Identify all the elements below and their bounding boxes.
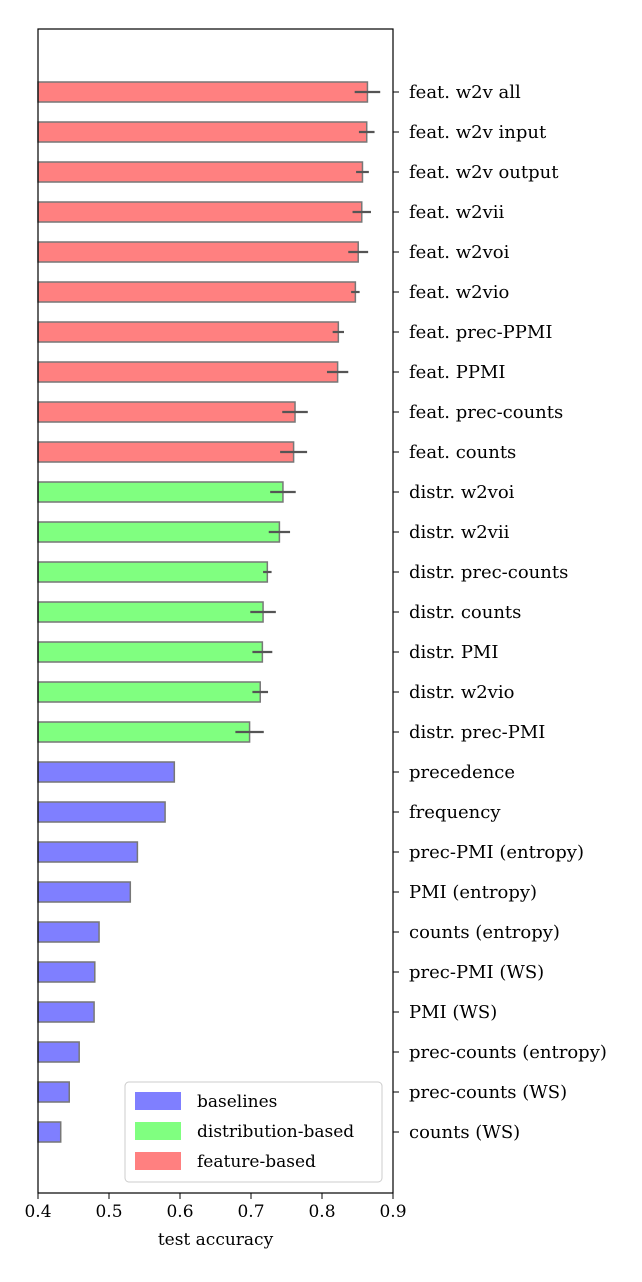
category-label-pmi-entropy: PMI (entropy) xyxy=(409,882,537,903)
legend-swatch-feature-based xyxy=(135,1152,181,1170)
category-label-feat-prec-ppmi: feat. prec-PPMI xyxy=(409,322,552,343)
bar-feat-prec-ppmi xyxy=(37,321,340,343)
legend: baselines distribution-based feature-based xyxy=(124,1081,383,1183)
category-label-feat-ppmi: feat. PPMI xyxy=(409,362,506,383)
category-label-feat-counts: feat. counts xyxy=(409,442,516,463)
bar-counts-ws xyxy=(37,1121,62,1143)
x-axis-title: test accuracy xyxy=(158,1230,274,1250)
bar-feat-w2vio xyxy=(37,281,357,303)
category-label-feat-w2vii: feat. w2vii xyxy=(409,202,505,223)
x-tick-label-0-5: 0.5 xyxy=(95,1202,122,1222)
bar-feat-w2voi xyxy=(37,241,359,263)
category-label-distr-pmi: distr. PMI xyxy=(409,642,498,663)
bar-distr-counts xyxy=(37,601,264,623)
bar-prec-counts-ws xyxy=(37,1081,70,1103)
category-label-prec-counts-entropy: prec-counts (entropy) xyxy=(409,1042,607,1063)
category-label-distr-w2vio: distr. w2vio xyxy=(409,682,514,703)
category-label-feat-w2v-output: feat. w2v output xyxy=(409,162,559,183)
category-label-feat-w2v-input: feat. w2v input xyxy=(409,122,547,143)
category-label-counts-ws: counts (WS) xyxy=(409,1122,520,1143)
bar-feat-w2v-all xyxy=(37,81,369,103)
category-label-distr-prec-counts: distr. prec-counts xyxy=(409,562,568,583)
bar-precedence xyxy=(37,761,176,783)
bar-pmi-entropy xyxy=(37,881,132,903)
x-tick-label-0-4: 0.4 xyxy=(24,1202,51,1222)
legend-label-feature-based: feature-based xyxy=(197,1152,316,1172)
bar-counts-entropy xyxy=(37,921,100,943)
x-tick-label-0-7: 0.7 xyxy=(237,1202,264,1222)
legend-swatch-distribution-based xyxy=(135,1122,181,1140)
x-tick-label-0-6: 0.6 xyxy=(166,1202,193,1222)
category-label-pmi-ws: PMI (WS) xyxy=(409,1002,497,1023)
bar-distr-pmi xyxy=(37,641,264,663)
category-labels: feat. w2v all feat. w2v input feat. w2v ou… xyxy=(393,82,607,1143)
bar-feat-w2vii xyxy=(37,201,363,223)
legend-label-distribution-based: distribution-based xyxy=(197,1122,354,1142)
plot-frame xyxy=(37,28,394,1194)
category-label-counts-entropy: counts (entropy) xyxy=(409,922,560,943)
error-bars-layer xyxy=(235,90,381,734)
x-tick-label-0-9: 0.9 xyxy=(379,1202,406,1222)
bar-feat-prec-counts xyxy=(37,401,296,423)
bar-distr-prec-counts xyxy=(37,561,269,583)
bar-prec-pmi-entropy xyxy=(37,841,139,863)
bar-feat-counts xyxy=(37,441,295,463)
category-label-prec-pmi-entropy: prec-PMI (entropy) xyxy=(409,842,584,863)
category-label-distr-w2vii: distr. w2vii xyxy=(409,522,510,543)
bars-layer xyxy=(37,81,369,1143)
category-label-feat-w2v-all: feat. w2v all xyxy=(409,82,521,103)
bar-feat-ppmi xyxy=(37,361,339,383)
category-label-distr-prec-pmi: distr. prec-PMI xyxy=(409,722,545,743)
bar-prec-counts-entropy xyxy=(37,1041,80,1063)
bar-frequency xyxy=(37,801,166,823)
bar-distr-w2vio xyxy=(37,681,261,703)
category-label-feat-w2vio: feat. w2vio xyxy=(409,282,509,303)
category-label-prec-pmi-ws: prec-PMI (WS) xyxy=(409,962,544,983)
bar-feat-w2v-output xyxy=(37,161,364,183)
category-label-prec-counts-ws: prec-counts (WS) xyxy=(409,1082,567,1103)
legend-box xyxy=(124,1081,383,1183)
bar-pmi-ws xyxy=(37,1001,95,1023)
category-label-precedence: precedence xyxy=(409,762,515,783)
bar-feat-w2v-input xyxy=(37,121,368,143)
category-label-distr-counts: distr. counts xyxy=(409,602,521,623)
x-tick-label-0-8: 0.8 xyxy=(308,1202,335,1222)
x-axis-ticks: 0.4 0.5 0.6 0.7 0.8 0.9 xyxy=(24,1193,407,1222)
legend-label-baselines: baselines xyxy=(197,1092,277,1112)
category-label-feat-w2voi: feat. w2voi xyxy=(409,242,510,263)
legend-swatch-baselines xyxy=(135,1092,181,1110)
category-label-distr-w2voi: distr. w2voi xyxy=(409,482,515,503)
category-label-feat-prec-counts: feat. prec-counts xyxy=(409,402,563,423)
bar-prec-pmi-ws xyxy=(37,961,96,983)
bar-distr-w2vii xyxy=(37,521,281,543)
category-label-frequency: frequency xyxy=(409,802,501,823)
bar-distr-prec-pmi xyxy=(37,721,251,743)
bar-distr-w2voi xyxy=(37,481,284,503)
